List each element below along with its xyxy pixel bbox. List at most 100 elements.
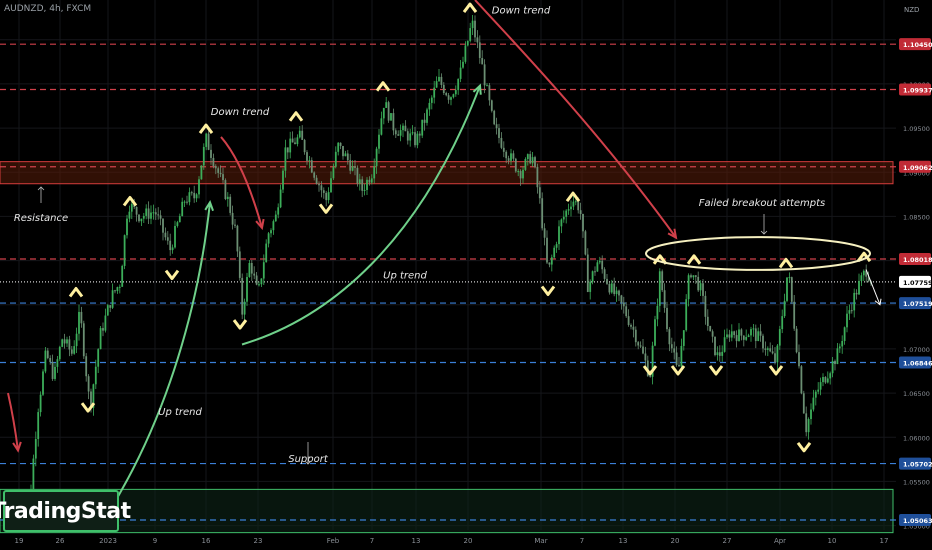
candle-body — [169, 240, 172, 251]
candle-body — [462, 61, 464, 68]
candle-body — [121, 265, 124, 287]
candle-body — [246, 277, 248, 302]
arrowhead-icon — [204, 199, 214, 212]
candle-body — [202, 146, 205, 166]
candle-body — [205, 133, 208, 147]
candle-body — [178, 216, 181, 223]
candle-body — [418, 133, 421, 136]
candle-body — [332, 166, 335, 179]
candle-body — [450, 97, 452, 100]
candle-body — [865, 270, 868, 277]
x-tick-label: 20 — [671, 537, 680, 545]
candle-body — [651, 345, 654, 377]
candle-body — [409, 133, 412, 141]
candle-body — [783, 300, 786, 317]
breakout-ellipse — [645, 236, 871, 271]
candle-body — [466, 40, 469, 46]
candle-body — [399, 130, 402, 136]
price-level-label: 1.09062 — [903, 164, 932, 172]
candle-body — [584, 231, 587, 255]
down-trend-arrow — [474, 0, 677, 239]
candle-body — [327, 192, 330, 201]
down-trend-arrow — [7, 392, 19, 451]
candle-body — [817, 389, 820, 392]
candle-body — [85, 356, 88, 377]
candle-body — [529, 154, 532, 164]
candle-body — [402, 125, 404, 131]
peak-chevron-icon — [565, 191, 581, 202]
candle-body — [174, 225, 176, 248]
candle-body — [253, 273, 256, 276]
candle-body — [562, 216, 565, 220]
candle-body — [622, 302, 625, 307]
candle-body — [848, 310, 851, 314]
candle-body — [454, 90, 457, 95]
candle-body — [486, 85, 488, 87]
candle-body — [123, 235, 126, 266]
price-level-label: 1.05702 — [903, 461, 932, 469]
candle-body — [822, 376, 824, 383]
candle-body — [495, 124, 498, 129]
candle-body — [111, 290, 114, 308]
candle-body — [313, 172, 316, 178]
candle-body — [670, 344, 673, 349]
trough-chevron-icon — [768, 365, 784, 376]
candle-body — [90, 391, 92, 408]
candle-body — [279, 189, 282, 208]
candle-body — [531, 157, 534, 164]
candle-body — [802, 393, 805, 414]
candle-body — [176, 222, 179, 226]
candle-body — [534, 157, 536, 167]
candle-body — [601, 260, 604, 270]
candle-body — [747, 335, 750, 338]
candle-body — [536, 166, 539, 188]
candle-body — [301, 130, 304, 140]
candle-body — [37, 412, 40, 439]
candle-body — [265, 243, 268, 263]
candle-body — [774, 353, 776, 363]
candle-body — [116, 287, 119, 292]
candle-body — [126, 218, 128, 236]
candle-body — [735, 335, 738, 342]
x-tick-label: 9 — [153, 537, 157, 545]
candle-body — [730, 331, 733, 338]
candle-body — [728, 334, 731, 338]
candle-body — [522, 169, 524, 179]
candles — [18, 14, 872, 526]
candle-body — [608, 283, 611, 293]
candle-body — [217, 168, 220, 173]
peak-chevron-icon — [686, 254, 702, 265]
peak-chevron-icon — [68, 287, 84, 298]
candle-body — [795, 328, 798, 353]
candle-body — [272, 221, 275, 231]
candle-body — [164, 232, 167, 238]
candle-body — [589, 281, 592, 292]
candle-body — [577, 201, 580, 211]
candle-body — [366, 179, 368, 190]
candle-body — [862, 270, 865, 276]
candle-body — [61, 339, 64, 347]
candle-body — [320, 185, 323, 191]
candle-body — [138, 214, 140, 222]
currency-label: NZD — [904, 6, 919, 14]
candle-body — [776, 345, 779, 363]
price-level-badge — [899, 275, 931, 288]
arrowhead-icon — [255, 218, 265, 231]
peak-chevron-icon — [856, 251, 872, 263]
candle-body — [757, 331, 760, 342]
candle-body — [298, 130, 301, 138]
x-tick-label: 7 — [370, 537, 374, 545]
candle-body — [702, 283, 704, 296]
candle-body — [442, 84, 445, 94]
candle-body — [843, 327, 846, 341]
candle-body — [219, 172, 222, 175]
candle-body — [769, 348, 772, 352]
candle-body — [637, 342, 640, 346]
candle-body — [140, 218, 143, 222]
candle-body — [807, 419, 810, 433]
x-tick-label: 2023 — [99, 537, 117, 545]
peak-chevron-icon — [288, 111, 304, 122]
zone-resistance — [0, 161, 894, 185]
candle-body — [447, 95, 450, 100]
